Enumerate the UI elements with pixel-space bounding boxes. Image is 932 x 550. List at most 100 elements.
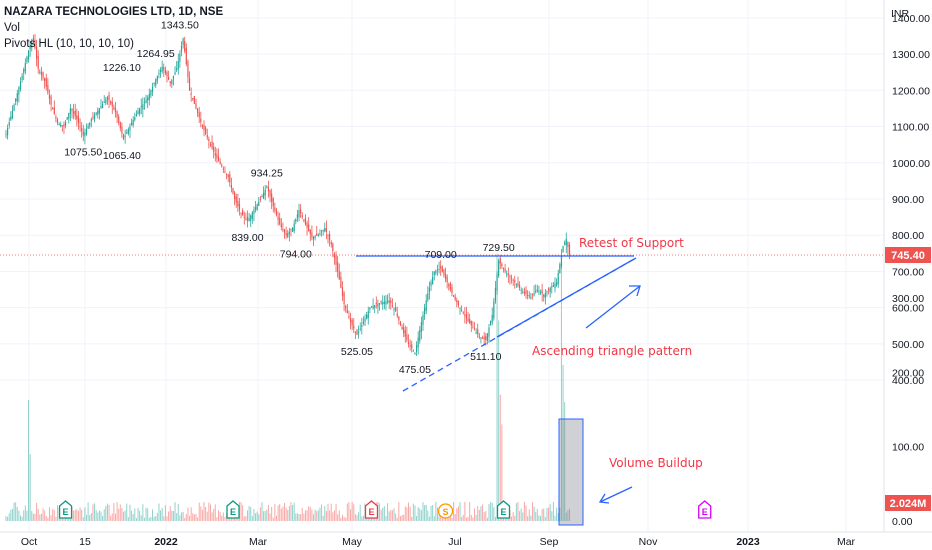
pivot-label: 794.00 xyxy=(280,248,312,260)
candle-body xyxy=(24,63,26,72)
volume-bar xyxy=(527,516,529,521)
volume-bar xyxy=(32,513,34,521)
volume-bar xyxy=(433,516,435,521)
volume-bar xyxy=(23,510,25,521)
candle-body xyxy=(39,71,41,73)
volume-bar xyxy=(445,517,447,521)
candle-body xyxy=(44,78,46,81)
candle-body xyxy=(522,291,524,293)
candle-body xyxy=(523,292,526,294)
volume-bar xyxy=(74,509,76,521)
volume-bar xyxy=(42,508,44,521)
candle-body xyxy=(298,209,300,218)
volume-bar xyxy=(457,506,459,521)
candle-body xyxy=(443,269,445,276)
volume-indicator-label[interactable]: Vol xyxy=(4,22,20,34)
volume-bar xyxy=(259,507,261,521)
volume-buildup-highlight[interactable] xyxy=(558,418,584,526)
volume-bar xyxy=(145,507,147,521)
candle-body xyxy=(37,56,39,69)
dividend-marker-icon[interactable]: S xyxy=(437,503,454,519)
volume-bar xyxy=(152,509,154,521)
candle-body xyxy=(527,294,529,296)
volume-bar xyxy=(540,515,542,521)
volume-bar xyxy=(153,516,155,521)
earnings-shape xyxy=(364,500,379,519)
candle-body xyxy=(192,98,194,100)
volume-bar xyxy=(409,506,411,521)
candle-body xyxy=(90,119,92,122)
time-axis[interactable]: Oct 15 2022 Mar May Jul Sep Nov 2023 Mar xyxy=(21,536,856,548)
candle-body xyxy=(316,233,318,236)
candle-body xyxy=(504,268,506,272)
time-tick-label: May xyxy=(342,536,363,548)
candle-body xyxy=(238,203,241,210)
earnings-marker-icon[interactable]: E xyxy=(226,500,240,519)
volume-bar xyxy=(395,513,397,521)
retest-annotation[interactable]: Retest of Support xyxy=(579,236,684,250)
volume-bar xyxy=(50,515,52,521)
candle-body xyxy=(267,187,270,192)
volume-arrow[interactable] xyxy=(598,486,633,504)
dividend-circle xyxy=(437,503,454,519)
ascending-trendline-solid[interactable] xyxy=(496,257,637,338)
candle-body xyxy=(79,126,81,128)
price-scale[interactable] xyxy=(884,0,932,532)
breakout-arrow[interactable] xyxy=(585,285,641,329)
volume-bar xyxy=(480,506,482,521)
volume-bar xyxy=(57,505,59,521)
candle-body xyxy=(322,229,324,231)
candle-body xyxy=(98,108,100,114)
candle-body xyxy=(176,68,178,71)
volume-bar xyxy=(478,510,480,521)
volume-bar xyxy=(269,513,271,521)
candle-body xyxy=(366,314,368,319)
pivot-label: 475.05 xyxy=(399,364,431,376)
candle-body xyxy=(357,331,360,334)
time-tick-label: Mar xyxy=(249,536,268,548)
candle-body xyxy=(312,236,315,240)
candle-body xyxy=(196,108,199,113)
symbol-title[interactable]: NAZARA TECHNOLOGIES LTD, 1D, NSE xyxy=(4,6,224,18)
earnings-marker-icon[interactable]: E xyxy=(698,500,712,519)
volume-bar xyxy=(464,501,466,521)
earnings-marker-icon[interactable]: E xyxy=(364,500,379,519)
volume-bar xyxy=(271,506,273,521)
volume-bar xyxy=(528,509,530,521)
candle-body xyxy=(126,132,128,134)
candle-body xyxy=(528,295,530,297)
pivot-label: 709.00 xyxy=(425,249,457,261)
earnings-marker-icon[interactable]: E xyxy=(58,500,73,519)
volume-bar xyxy=(453,501,455,521)
volume-bar xyxy=(351,501,353,521)
candle-body xyxy=(275,210,278,216)
candle-body xyxy=(52,107,54,110)
volume-bar xyxy=(147,508,149,521)
price-tick-label: 400.00 xyxy=(892,375,924,387)
volume-bar xyxy=(501,424,503,521)
candle-body xyxy=(386,300,389,303)
candle-body xyxy=(465,314,468,319)
candle-body xyxy=(419,329,421,341)
candle-body xyxy=(272,198,274,207)
volume-annotation[interactable]: Volume Buildup xyxy=(609,456,703,470)
earnings-marker-icon[interactable]: E xyxy=(496,500,511,519)
volume-bar xyxy=(105,506,107,521)
triangle-annotation[interactable]: Ascending triangle pattern xyxy=(532,344,692,358)
volume-bar xyxy=(267,505,269,521)
candle-body xyxy=(81,128,83,132)
candle-body xyxy=(444,274,447,279)
candle-body xyxy=(411,344,413,349)
volume-bar xyxy=(406,507,408,521)
candle-body xyxy=(153,83,155,85)
volume-bar xyxy=(525,505,527,521)
candle-body xyxy=(188,77,191,91)
pivots-indicator-label[interactable]: Pivots HL (10, 10, 10, 10) xyxy=(4,38,134,50)
candle-body xyxy=(105,99,107,104)
event-letter: E xyxy=(500,507,506,517)
volume-bar xyxy=(94,503,96,521)
volume-bar xyxy=(354,513,356,521)
time-tick-label: Jul xyxy=(448,536,461,548)
